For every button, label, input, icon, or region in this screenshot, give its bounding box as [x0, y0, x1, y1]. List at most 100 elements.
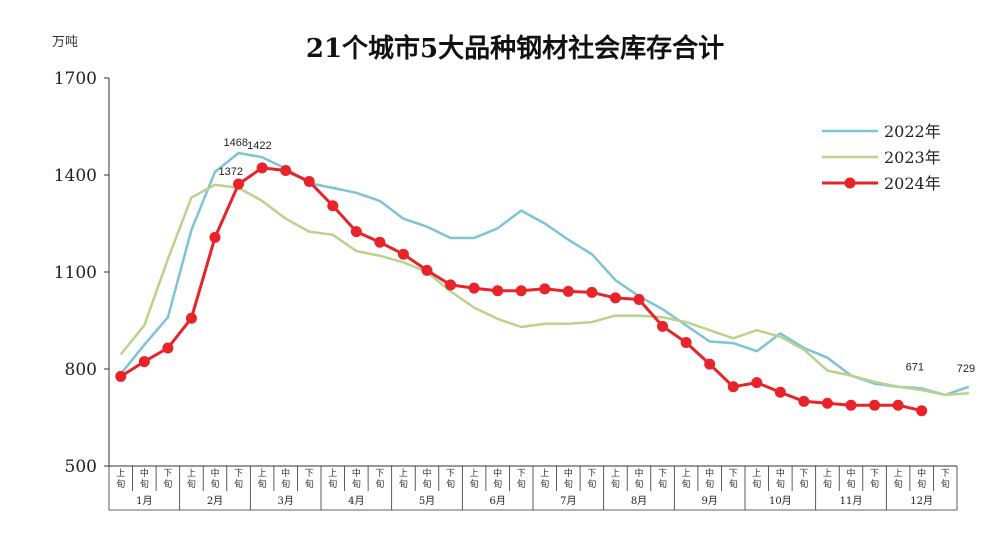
data-label: 729 [957, 363, 975, 375]
x-tick-char: 中 [705, 467, 714, 479]
x-tick-char: 旬 [210, 478, 219, 490]
x-tick-char: 上 [752, 468, 761, 479]
x-tick-label: 上旬 [611, 468, 620, 490]
x-tick-char: 旬 [470, 478, 479, 490]
x-month-label: 7月 [560, 495, 576, 507]
x-tick-label: 下旬 [517, 469, 526, 490]
x-tick-char: 下 [163, 469, 172, 479]
x-tick-char: 下 [799, 469, 808, 479]
x-tick-char: 下 [729, 469, 738, 479]
legend-label: 2022年 [884, 122, 941, 141]
x-tick-char: 旬 [752, 478, 761, 490]
x-tick-char: 下 [658, 469, 667, 479]
data-point [138, 356, 150, 368]
x-tick-char: 旬 [917, 478, 926, 490]
data-point [657, 320, 669, 332]
x-tick-label: 上旬 [328, 468, 337, 490]
x-tick-label: 下旬 [375, 469, 384, 490]
x-tick-label: 中旬 [564, 467, 573, 490]
x-tick-char: 旬 [894, 478, 903, 490]
x-tick-char: 下 [305, 469, 314, 479]
annotations: 1468 1422 1372 729 671 [219, 137, 976, 375]
x-tick-char: 上 [116, 468, 125, 479]
x-tick-char: 中 [564, 467, 573, 479]
x-month-label: 3月 [277, 495, 293, 507]
y-tick-label: 1400 [54, 166, 97, 186]
series-line [119, 151, 970, 397]
x-tick-char: 下 [446, 469, 455, 479]
data-point [727, 381, 739, 393]
x-tick-char: 上 [682, 468, 691, 479]
x-tick-label: 上旬 [823, 468, 832, 490]
x-tick-char: 中 [352, 467, 361, 479]
x-tick-label: 下旬 [234, 469, 243, 490]
x-tick-char: 中 [634, 467, 643, 479]
x-tick-char: 中 [493, 467, 502, 479]
data-point [445, 279, 457, 291]
x-tick-char: 旬 [776, 478, 785, 490]
y-axis-unit: 万吨 [52, 35, 78, 50]
x-tick-char: 上 [611, 468, 620, 479]
x-tick-char: 旬 [682, 478, 691, 490]
series-layer [115, 151, 970, 417]
x-tick-label: 中旬 [705, 467, 714, 490]
data-point [751, 377, 763, 389]
x-tick-label: 下旬 [799, 469, 808, 490]
x-tick-char: 下 [587, 469, 596, 479]
data-point [492, 285, 504, 297]
x-tick-label: 上旬 [540, 468, 549, 490]
data-point [704, 358, 716, 370]
x-month-label: 8月 [631, 495, 647, 507]
data-point [562, 285, 574, 297]
data-point [350, 226, 362, 238]
legend: 2022年 2023年 2024年 [822, 122, 941, 193]
x-tick-char: 旬 [658, 478, 667, 490]
x-tick-label: 下旬 [587, 469, 596, 490]
x-tick-char: 中 [776, 467, 785, 479]
x-tick-char: 旬 [846, 478, 855, 490]
x-month-label: 11月 [840, 495, 863, 507]
x-tick-char: 中 [210, 467, 219, 479]
x-tick-char: 中 [422, 467, 431, 479]
x-tick-char: 旬 [234, 478, 243, 490]
x-month-label: 1月 [136, 495, 152, 507]
x-tick-label: 上旬 [258, 468, 267, 490]
data-point [327, 200, 339, 212]
x-tick-label: 下旬 [658, 469, 667, 490]
x-tick-char: 旬 [187, 478, 196, 490]
x-tick-char: 上 [540, 468, 549, 479]
data-point [774, 386, 786, 398]
data-point [821, 397, 833, 409]
series-line [119, 183, 969, 397]
x-tick-char: 旬 [116, 478, 125, 490]
x-tick-label: 下旬 [163, 469, 172, 490]
x-tick-label: 下旬 [941, 469, 950, 490]
data-label: 1372 [219, 166, 243, 178]
x-tick-char: 旬 [163, 478, 172, 490]
x-tick-label: 中旬 [210, 467, 219, 490]
x-month-label: 6月 [489, 495, 505, 507]
data-label: 1468 [224, 137, 248, 149]
x-tick-label: 中旬 [352, 467, 361, 490]
x-tick-char: 旬 [281, 478, 290, 490]
x-tick-char: 上 [894, 468, 903, 479]
x-tick-char: 旬 [564, 478, 573, 490]
legend-marker [844, 177, 856, 189]
x-tick-char: 旬 [140, 478, 149, 490]
x-tick-char: 中 [140, 467, 149, 479]
x-tick-label: 下旬 [870, 469, 879, 490]
x-tick-char: 上 [328, 468, 337, 479]
x-tick-char: 旬 [705, 478, 714, 490]
x-tick-char: 旬 [446, 478, 455, 490]
x-tick-label: 上旬 [187, 468, 196, 490]
data-point [845, 399, 857, 411]
x-month-label: 10月 [769, 495, 792, 507]
data-point [539, 283, 551, 295]
x-tick-char: 旬 [540, 478, 549, 490]
data-point [869, 399, 881, 411]
data-point [233, 178, 245, 190]
data-point [892, 399, 904, 411]
data-point [515, 285, 527, 297]
data-point [468, 282, 480, 294]
